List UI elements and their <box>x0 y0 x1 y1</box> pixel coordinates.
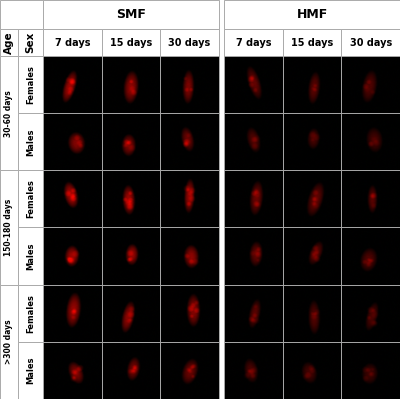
Text: Sex: Sex <box>25 32 35 53</box>
Text: Males: Males <box>26 242 35 270</box>
Text: SMF: SMF <box>116 8 146 21</box>
Text: 30-60 days: 30-60 days <box>4 90 13 136</box>
Text: 15 days: 15 days <box>110 38 152 47</box>
Text: 7 days: 7 days <box>236 38 271 47</box>
Text: 7 days: 7 days <box>54 38 90 47</box>
Text: Males: Males <box>26 357 35 384</box>
Text: 30 days: 30 days <box>350 38 392 47</box>
Text: >300 days: >300 days <box>4 320 13 364</box>
Text: 30 days: 30 days <box>168 38 210 47</box>
Text: 150-180 days: 150-180 days <box>4 199 13 256</box>
Text: Females: Females <box>26 65 35 104</box>
Text: Females: Females <box>26 180 35 218</box>
Text: Females: Females <box>26 294 35 333</box>
Text: HMF: HMF <box>296 8 328 21</box>
Text: Males: Males <box>26 128 35 156</box>
Text: Age: Age <box>4 31 14 54</box>
Text: 15 days: 15 days <box>291 38 333 47</box>
